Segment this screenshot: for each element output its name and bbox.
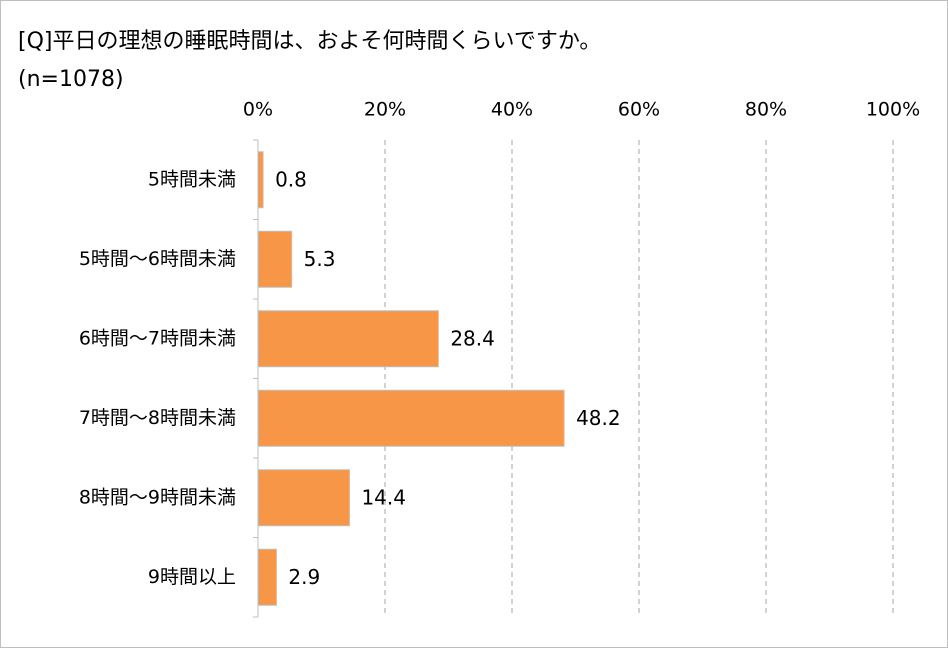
value-label: 5.3 [304, 247, 336, 271]
x-tick-label: 100% [866, 99, 920, 121]
y-tick-label: 9時間以上 [148, 566, 236, 588]
x-tick-label: 60% [618, 99, 660, 121]
y-tick-label: 8時間～9時間未満 [79, 486, 236, 508]
bar [257, 548, 277, 606]
y-tick-label: 6時間～7時間未満 [79, 327, 236, 349]
y-tick-label: 7時間～8時間未満 [79, 407, 236, 429]
x-tick-label: 80% [745, 99, 787, 121]
x-tick-label: 0% [243, 99, 273, 121]
x-tick-label: 40% [491, 99, 533, 121]
value-label: 2.9 [288, 565, 320, 589]
x-tick-label: 20% [364, 99, 406, 121]
bar [257, 151, 264, 209]
y-tick-label: 5時間～6時間未満 [79, 248, 236, 270]
value-label: 28.4 [450, 326, 495, 350]
bar [257, 230, 293, 288]
chart-subtitle: (n=1078) [18, 67, 124, 92]
y-tick-label: 5時間未満 [148, 168, 236, 190]
bar [257, 469, 350, 527]
value-label: 0.8 [275, 167, 307, 191]
chart-title: [Q]平日の理想の睡眠時間は、およそ何時間くらいですか。 [18, 29, 601, 54]
value-label: 48.2 [576, 406, 621, 430]
bar [257, 389, 565, 447]
bar [257, 310, 439, 368]
value-label: 14.4 [361, 485, 406, 509]
